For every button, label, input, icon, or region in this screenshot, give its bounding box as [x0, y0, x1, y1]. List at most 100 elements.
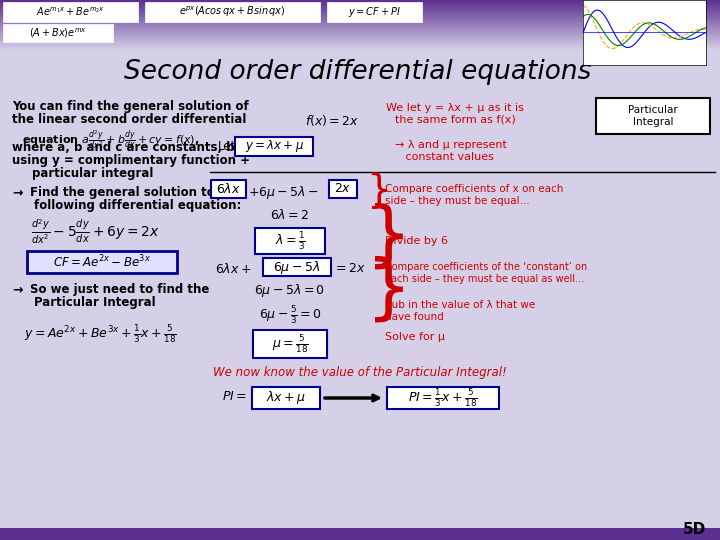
- Text: $(A + Bx)e^{mx}$: $(A + Bx)e^{mx}$: [29, 26, 87, 40]
- Text: $y = \lambda x + \mu$: $y = \lambda x + \mu$: [245, 138, 303, 154]
- Text: $Ae^{m_1x} + Be^{m_2x}$: $Ae^{m_1x} + Be^{m_2x}$: [36, 6, 105, 18]
- Bar: [0, 40, 720, 41]
- Text: $CF = Ae^{2x} - Be^{3x}$: $CF = Ae^{2x} - Be^{3x}$: [53, 254, 151, 271]
- Bar: [0, 23, 720, 24]
- Bar: [0, 25, 720, 26]
- Text: $PI = $: $PI = $: [222, 390, 247, 403]
- Bar: [0, 29, 720, 30]
- Text: Sub in the value of λ that we
have found: Sub in the value of λ that we have found: [385, 300, 535, 322]
- Bar: [0, 9, 720, 10]
- Text: Divide by 6: Divide by 6: [385, 236, 448, 246]
- Text: particular integral: particular integral: [32, 167, 153, 180]
- Bar: [0, 49, 720, 50]
- Bar: [0, 41, 720, 42]
- Text: Compare coefficients of x on each
side – they must be equal...: Compare coefficients of x on each side –…: [385, 184, 563, 206]
- Bar: [0, 27, 720, 28]
- FancyBboxPatch shape: [211, 180, 246, 198]
- Text: We let y = λx + μ as it is
the same form as f(x): We let y = λx + μ as it is the same form…: [386, 103, 524, 125]
- Bar: [0, 2, 720, 3]
- Bar: [0, 30, 720, 31]
- Text: $6\mu - \frac{5}{3} = 0$: $6\mu - \frac{5}{3} = 0$: [258, 304, 321, 326]
- Bar: [0, 6, 720, 7]
- Bar: [0, 42, 720, 43]
- Text: → λ and μ represent
   constant values: → λ and μ represent constant values: [395, 140, 507, 161]
- Text: $\frac{d^2y}{dx^2} - 5\frac{dy}{dx} + 6y = 2x$: $\frac{d^2y}{dx^2} - 5\frac{dy}{dx} + 6y…: [31, 218, 159, 246]
- Text: $2x$: $2x$: [334, 183, 352, 195]
- Bar: [0, 39, 720, 40]
- Bar: [0, 16, 720, 17]
- Bar: [0, 45, 720, 46]
- Bar: [0, 19, 720, 20]
- Text: $+ 6\mu - 5\lambda -$: $+ 6\mu - 5\lambda -$: [248, 184, 319, 201]
- FancyBboxPatch shape: [3, 24, 113, 42]
- Bar: [0, 17, 720, 18]
- Text: Particular Integral: Particular Integral: [34, 296, 156, 309]
- Bar: [0, 15, 720, 16]
- Text: $= 2x$: $= 2x$: [333, 262, 366, 275]
- Bar: [0, 0, 720, 1]
- Bar: [0, 37, 720, 38]
- Bar: [0, 36, 720, 37]
- Text: →: →: [12, 186, 22, 199]
- Text: $\lambda x + \mu$: $\lambda x + \mu$: [266, 389, 306, 407]
- Text: }: }: [366, 202, 412, 272]
- Bar: [0, 20, 720, 21]
- Text: the linear second order differential: the linear second order differential: [12, 113, 246, 126]
- Text: $6\lambda x$: $6\lambda x$: [215, 182, 240, 196]
- Bar: [0, 13, 720, 14]
- Bar: [0, 48, 720, 49]
- FancyBboxPatch shape: [387, 387, 499, 409]
- FancyBboxPatch shape: [327, 2, 422, 22]
- Text: You can find the general solution of: You can find the general solution of: [12, 100, 248, 113]
- Text: We now know the value of the Particular Integral!: We now know the value of the Particular …: [213, 366, 507, 379]
- Text: $6\mu - 5\lambda = 0$: $6\mu - 5\lambda = 0$: [254, 282, 325, 299]
- Bar: [0, 47, 720, 48]
- Bar: [0, 32, 720, 33]
- Bar: [0, 46, 720, 47]
- Bar: [0, 18, 720, 19]
- Text: →: →: [12, 283, 22, 296]
- Bar: [0, 7, 720, 8]
- Bar: [0, 44, 720, 45]
- Text: $e^{px}(Acos\,qx + Bsin\,qx)$: $e^{px}(Acos\,qx + Bsin\,qx)$: [179, 5, 286, 19]
- Bar: [0, 26, 720, 27]
- Text: equation $a\frac{d^2y}{dx^2} + b\frac{dy}{dx} + cy = f(x)$,: equation $a\frac{d^2y}{dx^2} + b\frac{dy…: [22, 128, 199, 151]
- Bar: [0, 35, 720, 36]
- Text: $6\lambda = 2$: $6\lambda = 2$: [270, 208, 310, 222]
- Text: Solve for μ: Solve for μ: [385, 332, 445, 342]
- Text: Compare coefficients of the ‘constant’ on
each side – they must be equal as well: Compare coefficients of the ‘constant’ o…: [385, 262, 588, 284]
- Bar: [0, 3, 720, 4]
- Bar: [0, 33, 720, 34]
- Text: $\lambda = \frac{1}{3}$: $\lambda = \frac{1}{3}$: [274, 230, 305, 252]
- Text: Find the general solution to the: Find the general solution to the: [30, 186, 241, 199]
- Bar: [0, 34, 720, 35]
- Text: where a, b and c are constants, by: where a, b and c are constants, by: [12, 141, 242, 154]
- FancyBboxPatch shape: [145, 2, 320, 22]
- Text: using y = complimentary function +: using y = complimentary function +: [12, 154, 250, 167]
- Text: Let: Let: [218, 140, 236, 153]
- Text: $\mu = \frac{5}{18}$: $\mu = \frac{5}{18}$: [271, 333, 308, 355]
- FancyBboxPatch shape: [27, 251, 177, 273]
- Bar: [0, 43, 720, 44]
- Text: So we just need to find the: So we just need to find the: [30, 283, 210, 296]
- Bar: [0, 24, 720, 25]
- Bar: [0, 12, 720, 13]
- Text: $y = CF + PI$: $y = CF + PI$: [348, 5, 401, 19]
- Bar: [0, 1, 720, 2]
- Bar: [0, 21, 720, 22]
- FancyBboxPatch shape: [235, 137, 313, 156]
- Text: 5D: 5D: [683, 522, 706, 537]
- FancyBboxPatch shape: [3, 2, 138, 22]
- Bar: [0, 28, 720, 29]
- Text: $PI = \frac{1}{3}x + \frac{5}{18}$: $PI = \frac{1}{3}x + \frac{5}{18}$: [408, 387, 478, 409]
- FancyBboxPatch shape: [329, 180, 357, 198]
- Bar: [0, 31, 720, 32]
- Text: following differential equation:: following differential equation:: [34, 199, 241, 212]
- Bar: [0, 38, 720, 39]
- FancyBboxPatch shape: [596, 98, 710, 134]
- Text: }: }: [366, 255, 412, 325]
- Bar: [0, 10, 720, 11]
- FancyBboxPatch shape: [263, 258, 331, 276]
- FancyBboxPatch shape: [253, 330, 327, 358]
- Bar: [0, 11, 720, 12]
